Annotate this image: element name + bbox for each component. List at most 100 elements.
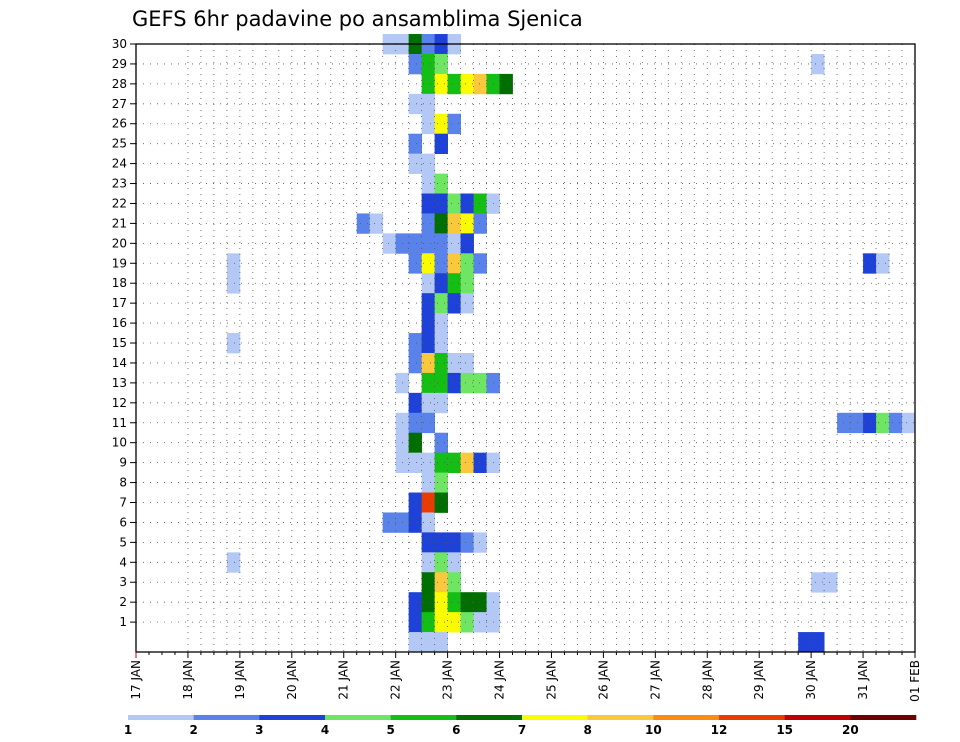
heatmap-cell bbox=[460, 273, 474, 294]
y-tick-label: 1 bbox=[119, 615, 127, 629]
heatmap-cell bbox=[421, 233, 436, 254]
y-tick-label: 20 bbox=[112, 236, 127, 250]
heatmap-cell bbox=[460, 532, 474, 553]
colorbar-label: 1 bbox=[124, 723, 132, 737]
heatmap-cell bbox=[824, 572, 838, 593]
colorbar-label: 15 bbox=[776, 723, 793, 737]
heatmap-cell bbox=[408, 352, 423, 374]
heatmap-cell bbox=[434, 632, 448, 653]
heatmap-cell bbox=[408, 53, 423, 75]
colorbar-swatch bbox=[653, 715, 720, 720]
heatmap-cell bbox=[408, 133, 423, 155]
heatmap-cell bbox=[408, 452, 423, 473]
colorbar-swatch bbox=[193, 715, 260, 720]
heatmap-cell bbox=[434, 532, 448, 553]
heatmap-cell bbox=[356, 213, 371, 234]
heatmap-cell bbox=[408, 632, 423, 653]
heatmap-cell bbox=[408, 333, 423, 354]
y-tick-label: 10 bbox=[112, 436, 127, 450]
y-tick-label: 7 bbox=[119, 495, 127, 509]
heatmap-cell bbox=[473, 372, 487, 394]
colorbar-swatch bbox=[325, 715, 391, 720]
colorbar-swatch bbox=[128, 715, 194, 720]
heatmap-cell bbox=[447, 372, 461, 394]
heatmap-cell bbox=[460, 233, 474, 254]
heatmap-cell bbox=[434, 372, 448, 394]
heatmap-cell bbox=[421, 113, 436, 135]
grid-lines bbox=[136, 43, 915, 652]
heatmap-cell bbox=[473, 532, 487, 553]
heatmap-cell bbox=[434, 392, 448, 414]
heatmap-cell bbox=[421, 293, 436, 314]
colorbar-label: 20 bbox=[842, 723, 859, 737]
y-tick-label: 6 bbox=[119, 515, 127, 529]
heatmap-cell bbox=[421, 552, 436, 573]
heatmap-cell bbox=[889, 412, 903, 434]
heatmap-cell bbox=[447, 253, 461, 274]
heatmap-cell bbox=[434, 213, 448, 234]
heatmap-cell bbox=[421, 153, 436, 174]
colorbar-label: 5 bbox=[386, 723, 394, 737]
heatmap-cell bbox=[460, 73, 474, 95]
heatmap-cell bbox=[421, 472, 436, 493]
colorbar-label: 3 bbox=[255, 723, 263, 737]
y-tick-label: 29 bbox=[112, 57, 127, 71]
heatmap-cell bbox=[473, 253, 487, 274]
heatmap-cell bbox=[876, 412, 890, 434]
heatmap-cell bbox=[369, 213, 384, 234]
heatmap-cell bbox=[863, 253, 877, 274]
heatmap-cell bbox=[408, 253, 423, 274]
heatmap-cell bbox=[434, 572, 448, 593]
heatmap-cell bbox=[434, 173, 448, 194]
heatmap-cell bbox=[408, 512, 423, 533]
heatmap-cell bbox=[408, 412, 423, 434]
heatmap-cell bbox=[434, 53, 448, 75]
x-tick-label: 01 FEB bbox=[908, 660, 922, 702]
colorbar-swatch bbox=[784, 715, 851, 720]
heatmap-cell bbox=[811, 632, 825, 653]
x-tick-label: 19 JAN bbox=[233, 660, 247, 700]
x-tick-label: 28 JAN bbox=[700, 660, 714, 700]
y-tick-label: 25 bbox=[112, 137, 127, 151]
y-tick-label: 12 bbox=[112, 396, 127, 410]
y-tick-label: 5 bbox=[119, 535, 127, 549]
x-tick-label: 17 JAN bbox=[129, 660, 143, 700]
heatmap-cell bbox=[421, 572, 436, 593]
heatmap-cell bbox=[876, 253, 890, 274]
heatmap-cell bbox=[434, 452, 448, 473]
y-tick-label: 28 bbox=[112, 77, 127, 91]
heatmap-cell bbox=[434, 273, 448, 294]
heatmap-cell bbox=[447, 73, 461, 95]
heatmap-cell bbox=[434, 313, 448, 334]
x-tick-label: 30 JAN bbox=[804, 660, 818, 700]
colorbar-swatch bbox=[587, 715, 654, 720]
colorbar-label: 7 bbox=[518, 723, 526, 737]
heatmap-cell bbox=[447, 233, 461, 254]
heatmap-cell bbox=[434, 352, 448, 374]
y-tick-label: 14 bbox=[112, 356, 127, 370]
x-tick-label: 21 JAN bbox=[337, 660, 351, 700]
x-axis: 17 JAN 18 JAN 19 JAN 20 JAN 21 JAN 22 JAN 23 J… bbox=[129, 652, 922, 702]
heatmap-cell bbox=[421, 253, 436, 274]
heatmap-cell bbox=[811, 53, 825, 75]
x-tick-label: 20 JAN bbox=[285, 660, 299, 700]
heatmap-cell bbox=[421, 313, 436, 334]
heatmap-cell bbox=[408, 612, 423, 633]
x-tick-label: 22 JAN bbox=[389, 660, 403, 700]
heatmap-cell bbox=[226, 273, 241, 294]
heatmap-cell bbox=[408, 233, 423, 254]
x-tick-label: 23 JAN bbox=[441, 660, 455, 700]
heatmap-cell bbox=[434, 233, 448, 254]
x-tick-label: 29 JAN bbox=[752, 660, 766, 700]
x-tick-label: 24 JAN bbox=[493, 660, 507, 700]
y-tick-label: 11 bbox=[112, 416, 127, 430]
heatmap-cell bbox=[434, 73, 448, 95]
heatmap-cell bbox=[421, 93, 436, 115]
y-tick-label: 16 bbox=[112, 316, 127, 330]
heatmap-cell bbox=[473, 612, 487, 633]
heatmap-cell bbox=[421, 73, 436, 95]
heatmap-cell bbox=[421, 53, 436, 75]
heatmap-cell bbox=[434, 432, 448, 454]
heatmap-cell bbox=[499, 73, 513, 95]
colorbar-swatch bbox=[390, 715, 457, 720]
